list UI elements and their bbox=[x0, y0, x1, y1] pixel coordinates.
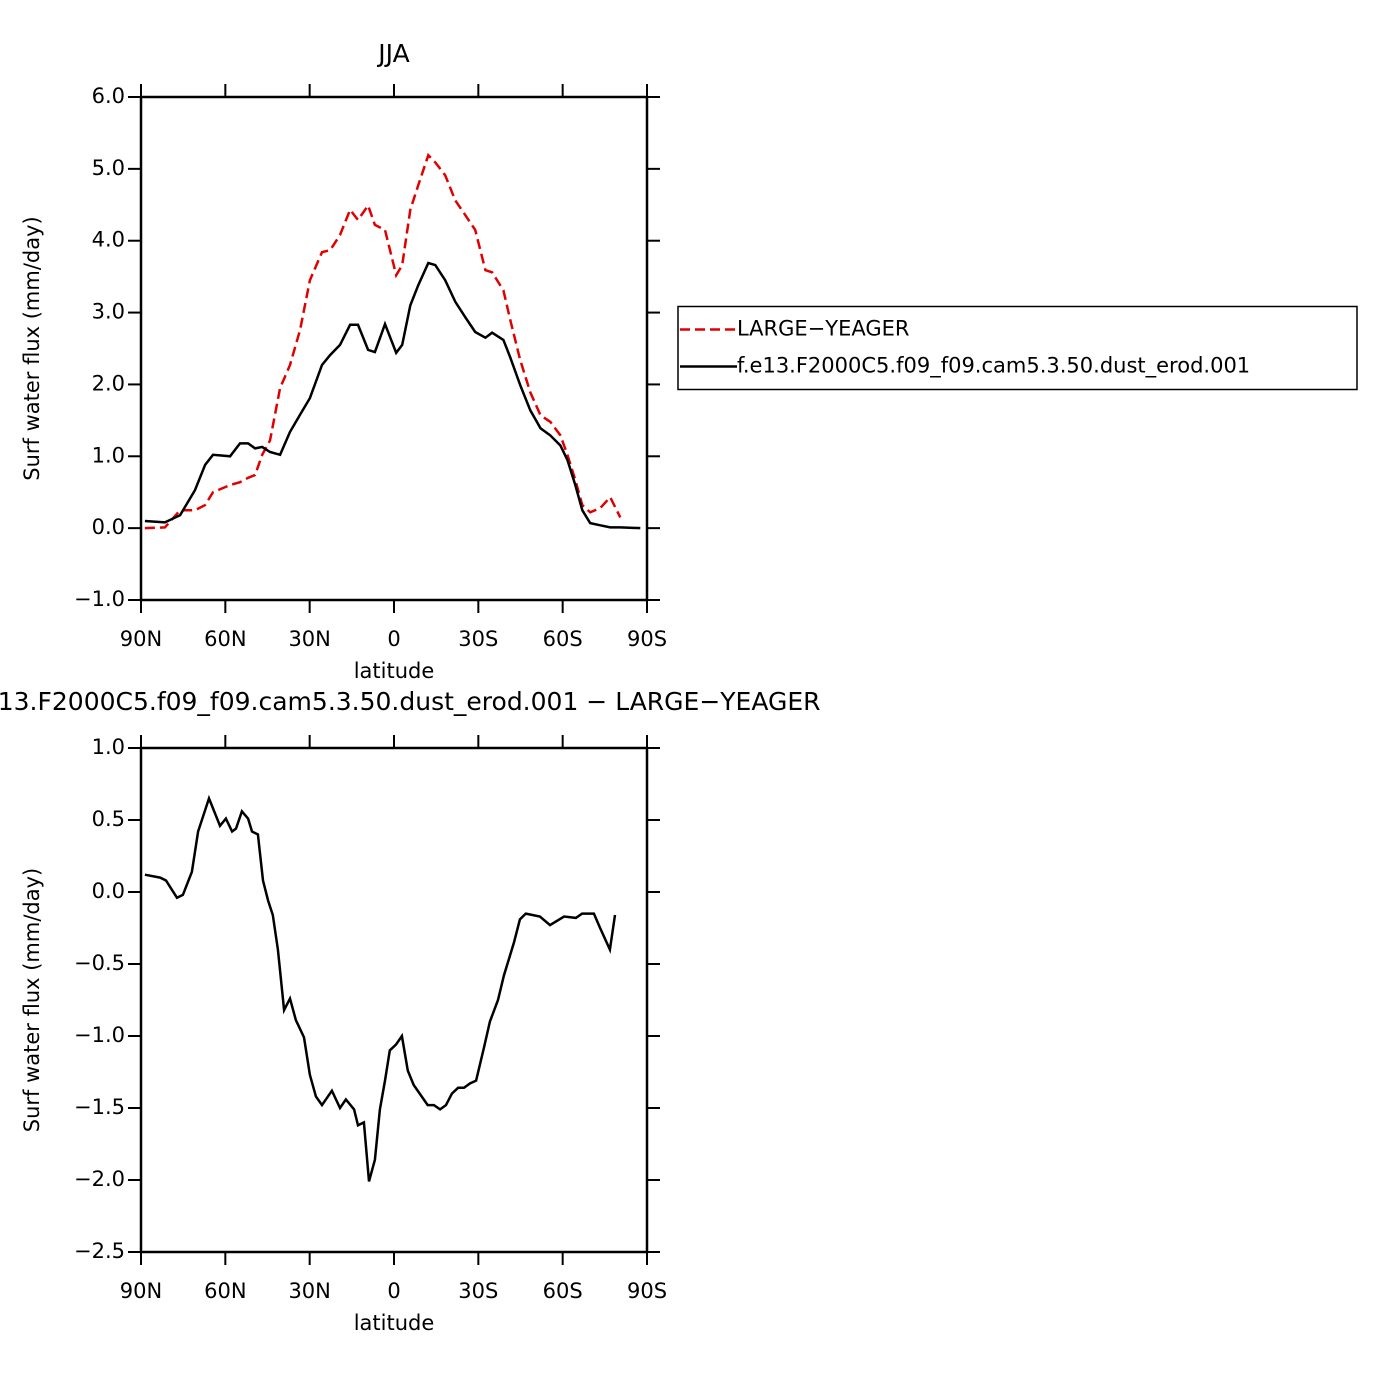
x-tick-label: 60S bbox=[543, 627, 583, 651]
y-tick-label: −1.0 bbox=[74, 1023, 125, 1047]
x-tick-label: 30S bbox=[458, 627, 498, 651]
x-tick-label: 90N bbox=[120, 627, 162, 651]
y-tick-label: 4.0 bbox=[92, 228, 125, 252]
y-tick-label: 2.0 bbox=[92, 371, 125, 395]
y-tick-label: 3.0 bbox=[92, 300, 125, 324]
y-tick-label: −1.5 bbox=[74, 1095, 125, 1119]
x-axis-label: latitude bbox=[354, 1311, 435, 1335]
y-tick-label: −1.0 bbox=[74, 587, 125, 611]
chart-title: f.e13.F2000C5.f09_f09.cam5.3.50.dust_ero… bbox=[0, 687, 821, 716]
x-tick-label: 60N bbox=[204, 627, 246, 651]
chart-title: JJA bbox=[376, 39, 409, 68]
y-tick-label: 1.0 bbox=[92, 735, 125, 759]
y-tick-label: 1.0 bbox=[92, 443, 125, 467]
x-axis-label: latitude bbox=[354, 659, 435, 683]
x-tick-label: 90S bbox=[627, 627, 667, 651]
data-line bbox=[144, 261, 641, 530]
y-tick-label: 6.0 bbox=[92, 84, 125, 108]
y-axis-label: Surf water flux (mm/day) bbox=[20, 868, 44, 1133]
x-tick-label: 0 bbox=[387, 1279, 400, 1303]
legend-label: LARGE−YEAGER bbox=[737, 317, 910, 341]
y-tick-label: −2.5 bbox=[74, 1239, 125, 1263]
x-tick-label: 60S bbox=[543, 1279, 583, 1303]
y-axis-label: Surf water flux (mm/day) bbox=[20, 216, 44, 481]
plot-frame bbox=[139, 746, 649, 1254]
y-tick-label: −2.0 bbox=[74, 1167, 125, 1191]
x-tick-label: 0 bbox=[387, 627, 400, 651]
x-tick-label: 60N bbox=[204, 1279, 246, 1303]
legend-label: f.e13.F2000C5.f09_f09.cam5.3.50.dust_ero… bbox=[737, 354, 1250, 379]
x-tick-label: 30N bbox=[288, 627, 330, 651]
y-tick-label: 5.0 bbox=[92, 156, 125, 180]
legend-box bbox=[677, 305, 1358, 391]
y-tick-label: 0.5 bbox=[92, 807, 125, 831]
y-tick-label: −0.5 bbox=[74, 951, 125, 975]
plot-frame bbox=[139, 95, 649, 602]
data-line bbox=[144, 794, 617, 1182]
y-tick-label: 0.0 bbox=[92, 879, 125, 903]
legend: LARGE−YEAGER f.e13.F2000C5.f09_f09.cam5.3… bbox=[677, 305, 1358, 391]
chart-panel: f.e13.F2000C5.f09_f09.cam5.3.50.dust_ero… bbox=[0, 687, 821, 1335]
y-tick-label: 0.0 bbox=[92, 515, 125, 539]
data-line bbox=[144, 152, 622, 530]
x-tick-label: 30N bbox=[288, 1279, 330, 1303]
x-tick-label: 90N bbox=[120, 1279, 162, 1303]
x-tick-label: 30S bbox=[458, 1279, 498, 1303]
chart-panel: JJA latitude Surf water flux (mm/day) −1.0 0… bbox=[20, 39, 1358, 683]
x-tick-label: 90S bbox=[627, 1279, 667, 1303]
